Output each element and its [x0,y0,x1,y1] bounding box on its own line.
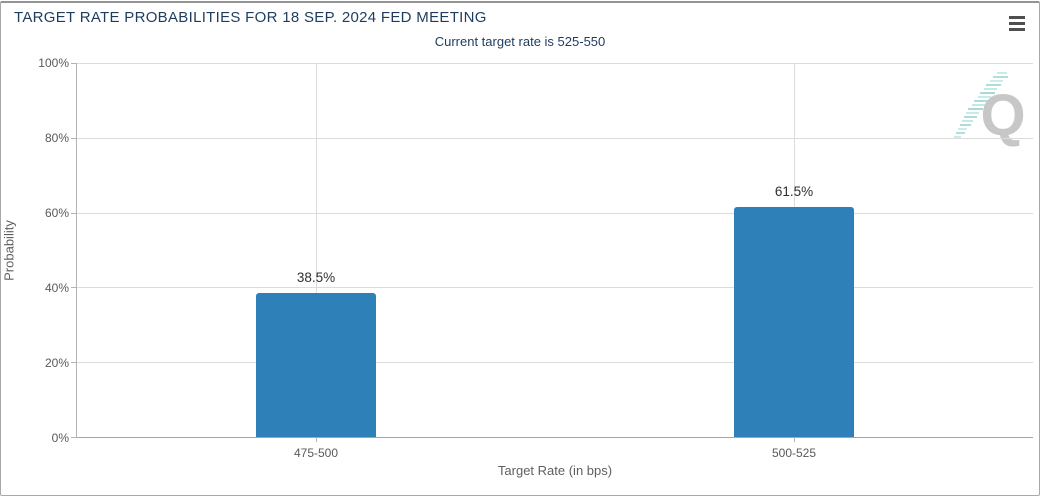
bar-group-475-500: 38.5% [256,63,376,437]
gridline-20pct [77,362,1033,364]
bar-group-500-525: 61.5% [734,63,854,437]
x-tick-mark [794,437,795,442]
y-tick-mark [71,287,77,289]
y-tick-mark [71,437,77,438]
x-axis-title: Target Rate (in bps) [497,463,613,478]
gridline-80pct [77,137,1033,139]
y-tick-mark [71,137,77,139]
gridline-40pct [77,287,1033,289]
hamburger-menu-icon[interactable] [1009,16,1025,31]
y-tick-label: 40% [44,281,69,295]
y-tick-label: 80% [44,131,69,145]
gridline-60pct [77,212,1033,214]
chart-subtitle: Current target rate is 525-550 [434,34,606,49]
y-tick-label: 20% [44,356,69,370]
watermark-letter: Q [980,83,1025,148]
probability-bar-500-525[interactable] [734,207,854,437]
y-tick-mark [71,212,77,214]
y-tick-label: 0% [51,431,69,445]
y-tick-label: 60% [44,206,69,220]
y-axis-tick-labels: 100% 80% 60% 40% 20% 0% [1,56,69,445]
bar-value-label: 38.5% [296,270,336,286]
y-tick-mark [71,362,77,364]
x-tick-label: 475-500 [293,446,339,460]
x-tick-label: 500-525 [771,446,817,460]
bar-chart-plot-area: Q 38.5% 61.5% 475-500 500-525 Target Rat… [71,63,1033,478]
y-tick-label: 100% [38,56,69,70]
gridline-100pct [77,63,1033,64]
bar-value-label: 61.5% [774,184,814,199]
x-tick-mark [316,437,317,442]
gridline-category-1 [316,63,317,437]
y-tick-mark [71,63,77,64]
quikstrike-q-watermark-logo: Q [954,72,1026,148]
page-title: TARGET RATE PROBABILITIES FOR 18 SEP. 20… [14,9,487,26]
probability-bar-475-500[interactable] [256,293,376,437]
